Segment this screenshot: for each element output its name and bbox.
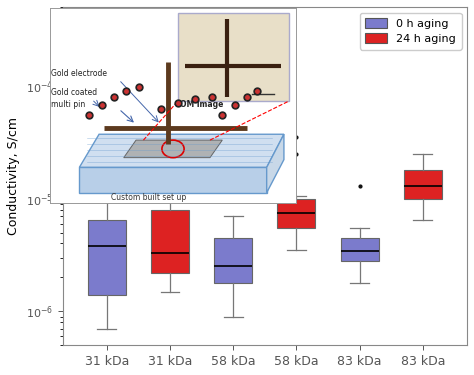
Text: Gold electrode: Gold electrode [51,69,107,78]
Text: Custom built set up: Custom built set up [111,193,187,202]
PathPatch shape [341,238,379,261]
PathPatch shape [214,238,252,283]
Text: OM image: OM image [181,100,224,109]
PathPatch shape [151,210,189,273]
Polygon shape [79,167,267,193]
PathPatch shape [88,220,126,295]
Polygon shape [79,134,284,167]
PathPatch shape [277,199,315,228]
PathPatch shape [404,170,442,199]
Y-axis label: Conductivity, S/cm: Conductivity, S/cm [7,117,20,235]
Text: Gold coated: Gold coated [51,88,97,97]
Polygon shape [124,140,222,158]
Polygon shape [267,134,284,193]
Bar [178,13,289,101]
Legend: 0 h aging, 24 h aging: 0 h aging, 24 h aging [359,12,462,50]
Text: multi pin: multi pin [51,100,85,109]
